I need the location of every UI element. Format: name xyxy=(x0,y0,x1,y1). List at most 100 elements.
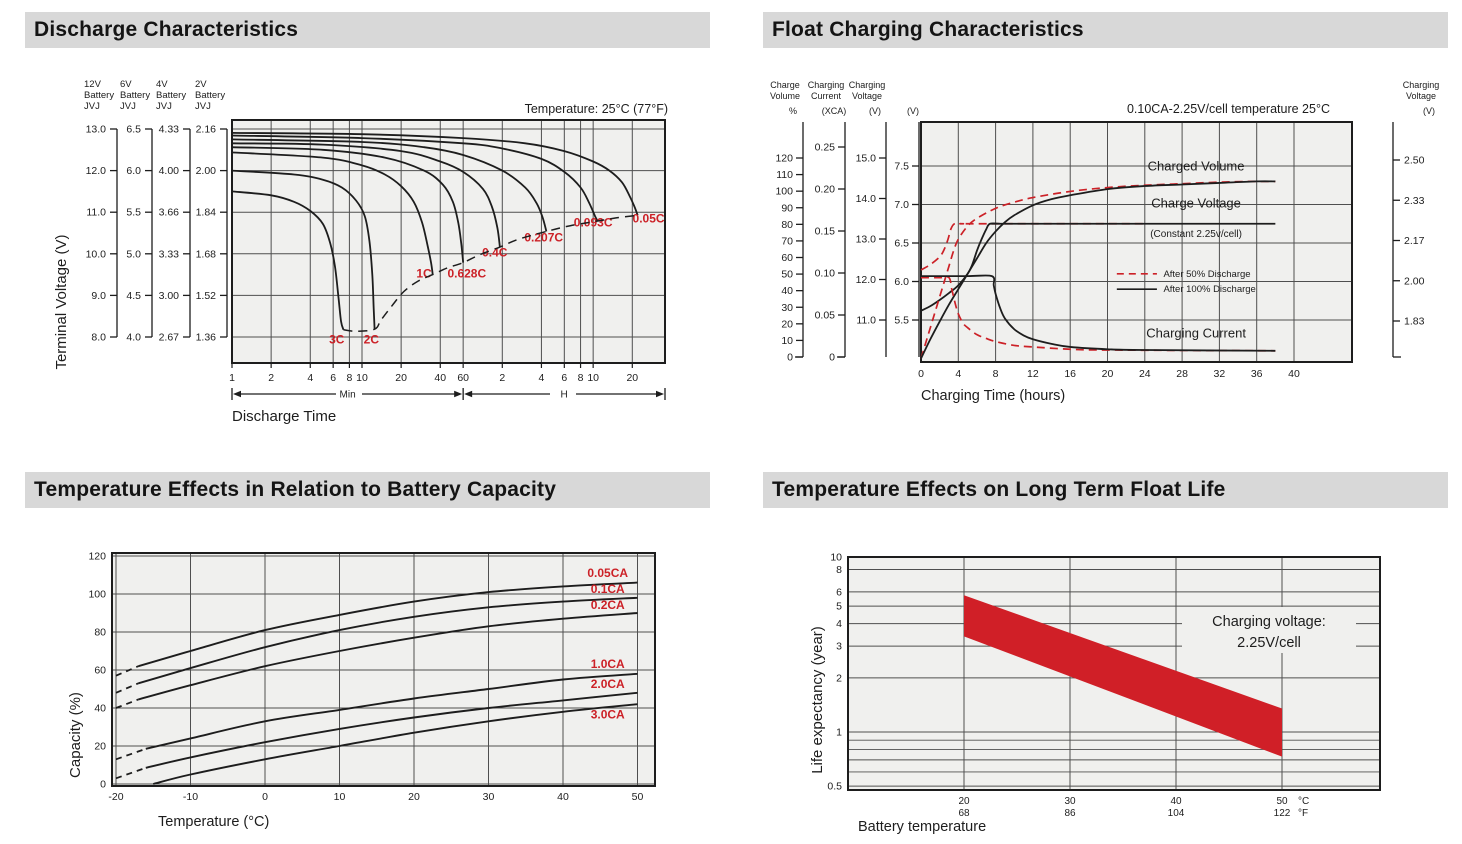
svg-text:2.50: 2.50 xyxy=(1404,155,1425,167)
svg-text:0.20: 0.20 xyxy=(815,184,836,196)
svg-text:2: 2 xyxy=(499,372,505,384)
svg-text:-20: -20 xyxy=(108,791,123,803)
svg-text:3.33: 3.33 xyxy=(159,248,180,260)
svg-text:10.0: 10.0 xyxy=(86,248,107,260)
svg-text:2.16: 2.16 xyxy=(196,124,217,136)
svg-text:2.00: 2.00 xyxy=(196,165,217,177)
svg-text:4.0: 4.0 xyxy=(126,332,141,344)
svg-text:Temperature: 25°C (77°F): Temperature: 25°C (77°F) xyxy=(525,102,668,116)
svg-text:15.0: 15.0 xyxy=(856,153,877,165)
svg-text:2.67: 2.67 xyxy=(159,332,180,344)
svg-text:6.5: 6.5 xyxy=(894,238,909,250)
svg-text:5.5: 5.5 xyxy=(894,315,909,327)
svg-text:4.00: 4.00 xyxy=(159,165,180,177)
svg-text:(XCA): (XCA) xyxy=(822,106,847,116)
svg-text:10: 10 xyxy=(356,372,368,384)
svg-text:0.15: 0.15 xyxy=(815,226,836,238)
svg-text:50: 50 xyxy=(781,269,793,281)
svg-text:(V): (V) xyxy=(869,106,881,116)
svg-text:30: 30 xyxy=(483,791,495,803)
svg-text:4: 4 xyxy=(539,372,545,384)
svg-text:4: 4 xyxy=(836,618,842,630)
svg-text:40: 40 xyxy=(1288,368,1300,380)
svg-text:40: 40 xyxy=(781,285,793,297)
svg-text:16: 16 xyxy=(1064,368,1076,380)
svg-text:1.36: 1.36 xyxy=(196,332,217,344)
svg-text:Terminal Voltage (V): Terminal Voltage (V) xyxy=(53,234,70,369)
svg-text:Battery: Battery xyxy=(84,90,114,101)
svg-text:JVJ: JVJ xyxy=(195,101,211,112)
float-life-title: Temperature Effects on Long Term Float L… xyxy=(763,472,1448,508)
svg-text:0.05CA: 0.05CA xyxy=(587,566,628,580)
svg-text:0: 0 xyxy=(100,779,106,791)
svg-text:40: 40 xyxy=(434,372,446,384)
svg-text:10: 10 xyxy=(781,335,793,347)
svg-text:36: 36 xyxy=(1251,368,1263,380)
svg-text:5.5: 5.5 xyxy=(126,207,141,219)
svg-text:70: 70 xyxy=(781,235,793,247)
svg-text:0.10CA-2.25V/cell temperature: 0.10CA-2.25V/cell temperature 25°C xyxy=(1127,102,1330,116)
svg-text:1.83: 1.83 xyxy=(1404,316,1425,328)
svg-text:8.0: 8.0 xyxy=(91,332,106,344)
svg-text:6.5: 6.5 xyxy=(126,124,141,136)
svg-text:4: 4 xyxy=(955,368,961,380)
svg-text:3.00: 3.00 xyxy=(159,290,180,302)
svg-text:30: 30 xyxy=(781,302,793,314)
svg-text:8: 8 xyxy=(346,372,352,384)
svg-text:3.66: 3.66 xyxy=(159,207,180,219)
svg-text:2.25V/cell: 2.25V/cell xyxy=(1237,635,1301,651)
svg-text:50: 50 xyxy=(1276,796,1288,807)
svg-text:0.2CA: 0.2CA xyxy=(591,598,625,612)
svg-text:Battery temperature: Battery temperature xyxy=(858,819,986,835)
svg-text:9.0: 9.0 xyxy=(91,290,106,302)
svg-text:4.33: 4.33 xyxy=(159,124,180,136)
svg-text:1C: 1C xyxy=(416,267,432,281)
svg-text:1.68: 1.68 xyxy=(196,248,217,260)
svg-text:40: 40 xyxy=(1170,796,1182,807)
svg-text:0.05: 0.05 xyxy=(815,310,836,322)
svg-text:Volume: Volume xyxy=(770,91,800,101)
svg-text:0.5: 0.5 xyxy=(827,781,842,793)
svg-text:Min: Min xyxy=(340,390,356,401)
svg-text:6: 6 xyxy=(561,372,567,384)
svg-text:0.093C: 0.093C xyxy=(574,216,613,230)
svg-text:2C: 2C xyxy=(364,333,380,347)
svg-text:20: 20 xyxy=(626,372,638,384)
svg-text:20: 20 xyxy=(395,372,407,384)
svg-text:3C: 3C xyxy=(329,333,345,347)
svg-text:4V: 4V xyxy=(156,79,168,90)
svg-text:1.0CA: 1.0CA xyxy=(591,657,625,671)
svg-text:Charging: Charging xyxy=(808,80,845,90)
svg-text:7.5: 7.5 xyxy=(894,161,909,173)
svg-text:11.0: 11.0 xyxy=(856,315,876,327)
svg-text:0.4C: 0.4C xyxy=(482,245,508,259)
svg-text:60: 60 xyxy=(94,665,106,677)
svg-text:H: H xyxy=(560,390,567,401)
svg-text:4.5: 4.5 xyxy=(126,290,141,302)
svg-text:Charging voltage:: Charging voltage: xyxy=(1212,614,1326,630)
svg-text:6.0: 6.0 xyxy=(894,276,909,288)
svg-text:6: 6 xyxy=(330,372,336,384)
svg-text:12.0: 12.0 xyxy=(86,165,107,177)
svg-text:0.1CA: 0.1CA xyxy=(591,582,625,596)
float-life-chart: Charging voltage:2.25V/cell1086543210.52… xyxy=(809,552,1381,835)
svg-text:0.207C: 0.207C xyxy=(524,230,563,244)
svg-text:0.10: 0.10 xyxy=(815,268,836,280)
svg-text:6V: 6V xyxy=(120,79,132,90)
svg-text:12V: 12V xyxy=(84,79,102,90)
svg-text:30: 30 xyxy=(1064,796,1076,807)
svg-text:(Constant 2.25v/cell): (Constant 2.25v/cell) xyxy=(1150,229,1242,240)
svg-text:1: 1 xyxy=(836,727,842,739)
svg-text:60: 60 xyxy=(457,372,469,384)
svg-text:80: 80 xyxy=(781,219,793,231)
svg-text:20: 20 xyxy=(408,791,420,803)
svg-text:(V): (V) xyxy=(1423,106,1435,116)
svg-text:24: 24 xyxy=(1139,368,1151,380)
svg-text:Charge Voltage: Charge Voltage xyxy=(1151,196,1241,211)
svg-text:After 50% Discharge: After 50% Discharge xyxy=(1163,269,1250,280)
svg-text:0: 0 xyxy=(829,352,835,364)
svg-text:Life expectancy (year): Life expectancy (year) xyxy=(809,626,826,774)
svg-text:40: 40 xyxy=(557,791,569,803)
